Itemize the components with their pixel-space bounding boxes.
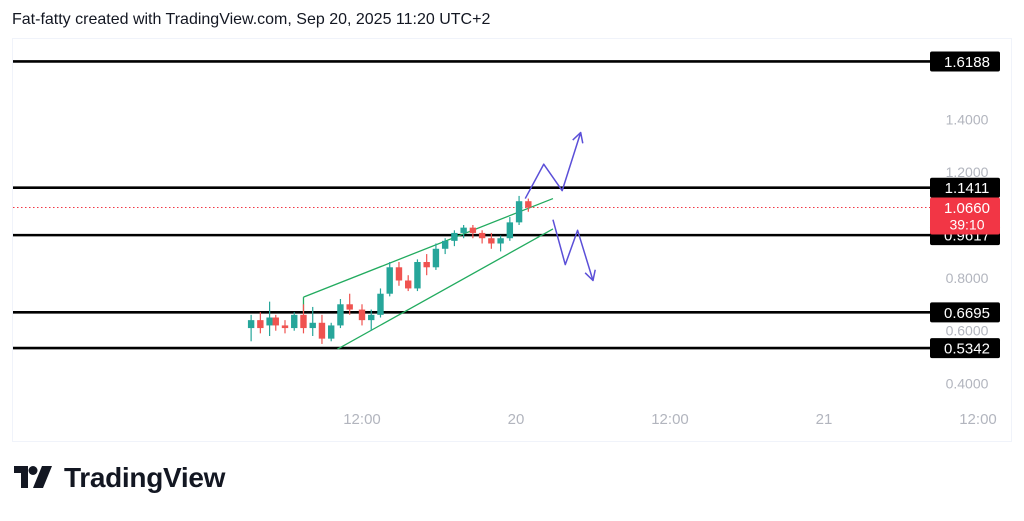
x-tick-label: 12:00	[343, 411, 381, 428]
price-axis: 1.4000 1.2000 0.8000 0.6000 0.4000	[946, 111, 989, 391]
candle-body	[309, 322, 316, 329]
candle-body	[368, 314, 375, 321]
projection-path	[524, 132, 582, 199]
x-tick-label: 20	[508, 411, 525, 428]
candle-body	[377, 293, 384, 315]
candle-body	[423, 262, 430, 268]
candle-body	[291, 314, 298, 329]
y-tick-label: 0.6000	[946, 323, 989, 339]
candle-body	[386, 267, 393, 294]
candle-body	[272, 317, 279, 326]
price-chart[interactable]: 1.4000 1.2000 0.8000 0.6000 0.4000 12:00 20 12…	[12, 38, 1012, 442]
projection-arrowhead	[584, 269, 596, 282]
level-label: 1.1411	[945, 180, 990, 197]
candle-body	[358, 309, 366, 321]
tradingview-logo[interactable]: TradingView	[14, 462, 225, 494]
candle-body	[337, 304, 344, 326]
candlesticks	[247, 195, 532, 344]
tradingview-logo-icon	[14, 466, 52, 488]
horizontal-levels	[13, 60, 930, 350]
projection-arrowhead	[572, 131, 584, 144]
candle-body	[488, 238, 495, 244]
level-label-box	[930, 338, 1000, 359]
candle-body	[414, 262, 421, 289]
y-tick-label: 1.4000	[946, 111, 989, 127]
candle-body	[441, 240, 449, 249]
candle-body	[525, 201, 532, 208]
price-labels: 1.61881.14110.96170.66950.53421.066039:1…	[930, 51, 1000, 359]
x-tick-label: 12:00	[651, 411, 689, 428]
channel-line	[303, 197, 554, 298]
candle-body	[318, 322, 326, 339]
chart-frame	[12, 38, 1012, 442]
candle-body	[328, 325, 335, 339]
level-label-box	[930, 177, 1000, 198]
x-tick-label: 12:00	[959, 411, 997, 428]
x-tick-label: 21	[816, 411, 833, 428]
projection-path	[552, 219, 594, 281]
y-tick-label: 0.8000	[946, 270, 989, 286]
candle-body	[300, 314, 307, 329]
y-tick-label: 1.2000	[946, 164, 989, 180]
candle-body	[506, 222, 514, 239]
candle-body	[469, 227, 477, 233]
candle-body	[460, 227, 467, 233]
y-tick-label: 0.4000	[946, 376, 989, 392]
last-price-label: 1.0660	[944, 200, 990, 217]
candle-body	[432, 248, 440, 268]
tradingview-wordmark: TradingView	[64, 462, 226, 493]
level-label: 0.5342	[944, 341, 990, 358]
last-price-box	[930, 197, 1000, 235]
candle-body	[405, 280, 412, 289]
channel-line	[337, 228, 554, 350]
candle-body	[346, 304, 353, 310]
candle-body	[451, 232, 458, 241]
level-label: 1.6188	[944, 54, 990, 71]
candle-body	[281, 325, 289, 329]
level-label-box	[930, 51, 1000, 72]
candle-body	[497, 238, 504, 244]
candle-body	[395, 267, 403, 281]
candle-body	[478, 232, 486, 239]
level-label: 0.6695	[944, 305, 990, 322]
candle-body	[247, 320, 255, 329]
bar-countdown-label: 39:10	[949, 217, 984, 233]
candle-body	[515, 201, 523, 223]
chart-attribution: Fat-fatty created with TradingView.com, …	[12, 11, 491, 28]
projection-paths	[524, 131, 596, 282]
level-label-box	[930, 302, 1000, 323]
candle-body	[257, 320, 264, 329]
candle-body	[266, 317, 273, 326]
